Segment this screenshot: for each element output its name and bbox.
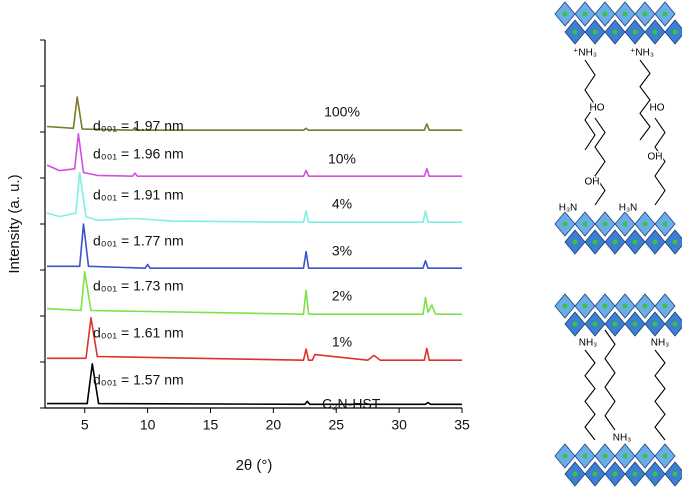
cation (652, 29, 658, 35)
cation (602, 221, 608, 227)
cation (672, 29, 678, 35)
chem-label: OH (585, 177, 600, 188)
chem-label: ⁺NH₃ (630, 48, 654, 59)
xrd-curve (46, 171, 462, 223)
cation (602, 303, 608, 309)
cation (562, 221, 568, 227)
chain (639, 59, 651, 141)
cation (642, 453, 648, 459)
cation (612, 239, 618, 245)
xrd-curve (47, 363, 462, 406)
cation (592, 239, 598, 245)
cation (612, 321, 618, 327)
series-label: 1% (332, 334, 352, 350)
cation (662, 453, 668, 459)
chain (654, 117, 666, 206)
chem-label: H₃N (619, 203, 638, 214)
chem-label: OH (648, 152, 663, 163)
d-spacing-label: d₀₀₁ = 1.91 nm (93, 187, 184, 203)
series-label: 2% (332, 288, 352, 304)
cation (602, 453, 608, 459)
xrd-curve (46, 133, 462, 177)
cation (672, 239, 678, 245)
d-spacing-label: d₀₀₁ = 1.73 nm (93, 278, 184, 294)
d-spacing-label: d₀₀₁ = 1.97 nm (93, 118, 184, 134)
series-label: C₂N-HST (322, 396, 381, 412)
xrd-curve (46, 96, 462, 131)
cation (582, 303, 588, 309)
chem-label: NH₃ (651, 338, 670, 349)
series-label: 4% (332, 196, 352, 212)
cation (632, 471, 638, 477)
cation (572, 29, 578, 35)
cation (662, 221, 668, 227)
cation (622, 453, 628, 459)
d-spacing-label: d₀₀₁ = 1.57 nm (93, 372, 184, 388)
chain (594, 117, 606, 206)
cation (572, 321, 578, 327)
cation (612, 29, 618, 35)
d-spacing-label: d₀₀₁ = 1.77 nm (93, 233, 184, 249)
x-tick-label: 25 (328, 417, 344, 433)
d-spacing-label: d₀₀₁ = 1.61 nm (93, 325, 184, 341)
chem-label: ⁺NH₃ (573, 48, 597, 59)
cation (562, 453, 568, 459)
cation (632, 321, 638, 327)
cation (592, 471, 598, 477)
cation (622, 11, 628, 17)
cation (622, 303, 628, 309)
cation (582, 221, 588, 227)
cation (602, 11, 608, 17)
x-axis-label: 2θ (°) (236, 457, 273, 474)
series-label: 100% (324, 104, 360, 120)
xrd-curve (47, 317, 462, 361)
chain (584, 349, 596, 441)
xrd-curve (46, 271, 462, 315)
x-tick-label: 30 (391, 417, 407, 433)
cation (582, 453, 588, 459)
cation (622, 221, 628, 227)
series-label: 3% (332, 243, 352, 259)
cation (652, 471, 658, 477)
chem-label: HO (590, 103, 605, 114)
chem-label: HO (650, 103, 665, 114)
d-spacing-label: d₀₀₁ = 1.96 nm (93, 146, 184, 162)
chem-label: H₃N (559, 203, 578, 214)
cation (672, 471, 678, 477)
chem-label: NH₃ (579, 338, 598, 349)
cation (662, 303, 668, 309)
x-tick-label: 20 (266, 417, 282, 433)
x-tick-label: 5 (81, 417, 89, 433)
x-tick-label: 35 (454, 417, 470, 433)
chain (654, 349, 666, 441)
chain (604, 329, 616, 431)
cation (652, 239, 658, 245)
cation (612, 471, 618, 477)
y-axis-label: Intensity (a. u.) (6, 174, 23, 273)
cation (572, 471, 578, 477)
cation (632, 239, 638, 245)
cation (562, 303, 568, 309)
chem-label: NH₃ (613, 433, 632, 444)
series-label: 10% (328, 151, 356, 167)
cation (642, 303, 648, 309)
cation (582, 11, 588, 17)
cation (672, 321, 678, 327)
cation (592, 321, 598, 327)
chain (584, 59, 596, 151)
x-tick-label: 10 (140, 417, 156, 433)
cation (632, 29, 638, 35)
cation (572, 239, 578, 245)
x-tick-label: 15 (203, 417, 219, 433)
cation (652, 321, 658, 327)
cation (642, 221, 648, 227)
xrd-curve (47, 223, 462, 269)
cation (562, 11, 568, 17)
cation (662, 11, 668, 17)
cation (642, 11, 648, 17)
cation (592, 29, 598, 35)
